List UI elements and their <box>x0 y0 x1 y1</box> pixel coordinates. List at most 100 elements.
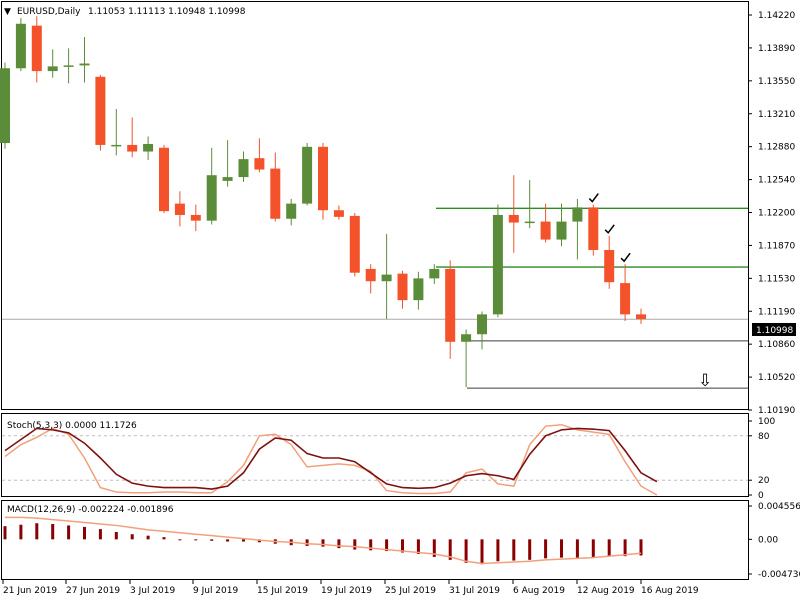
date-axis-label: 16 Aug 2019 <box>641 586 699 596</box>
macd-histogram-bar <box>194 539 198 541</box>
price-axis-label: 1.12880 <box>758 143 795 153</box>
chart-menu-triangle-icon[interactable]: ▼ <box>4 7 11 17</box>
macd-histogram-bar <box>162 537 166 540</box>
candle <box>349 213 360 277</box>
candle-body <box>349 215 360 273</box>
candle-body <box>397 273 408 301</box>
candle-body <box>254 158 265 170</box>
date-axis-label: 15 Jul 2019 <box>257 586 308 596</box>
macd-histogram-bar <box>480 539 484 565</box>
candle-body <box>461 334 472 342</box>
candle <box>318 143 328 220</box>
candle-body <box>270 168 281 219</box>
macd-histogram-bar <box>3 526 7 540</box>
ohlc-readout: 1.11053 1.11113 1.10948 1.10998 <box>88 7 246 17</box>
stoch-axis-label: 80 <box>758 432 770 442</box>
date-axis-label: 27 Jun 2019 <box>66 586 120 596</box>
macd-histogram-bar <box>385 539 389 552</box>
candle <box>31 16 42 83</box>
date-axis-label: 3 Jul 2019 <box>130 586 175 596</box>
candle <box>222 140 233 187</box>
macd-histogram-bar <box>305 539 309 546</box>
candle-body <box>286 203 297 219</box>
candle-body <box>206 175 217 221</box>
candle <box>365 264 376 294</box>
candle-body <box>333 210 344 217</box>
candlestick-series[interactable] <box>0 16 646 388</box>
macd-axis-label: 0.00 <box>758 535 778 545</box>
candle <box>174 191 185 227</box>
signal-markers <box>588 193 631 263</box>
macd-histogram-bar <box>146 535 150 540</box>
candle <box>111 108 122 156</box>
candle <box>190 204 201 232</box>
candle <box>429 264 440 285</box>
price-axis-label: 1.10190 <box>758 406 795 416</box>
macd-histogram-bar <box>512 539 516 561</box>
macd-histogram-bar <box>560 539 563 558</box>
candle-body <box>0 68 10 144</box>
macd-histogram-bar <box>353 539 357 550</box>
candle <box>381 233 392 320</box>
candle-body <box>79 63 90 66</box>
candle-body <box>572 207 583 222</box>
candle-body <box>31 25 42 72</box>
candle-body <box>143 143 154 152</box>
macd-histogram-bar <box>321 539 325 547</box>
candle-body <box>508 214 519 223</box>
candle <box>95 74 106 151</box>
candle <box>636 308 646 324</box>
price-axis-label: 1.10520 <box>758 373 795 383</box>
candle-body <box>174 203 185 215</box>
stochastic-oscillator <box>2 423 748 496</box>
macd-histogram-bar <box>130 534 134 540</box>
check-mark-icon <box>620 252 631 263</box>
price-axis-label: 1.11530 <box>758 274 795 284</box>
stoch-axis-label: 100 <box>758 417 775 427</box>
candle <box>445 260 456 359</box>
candle-body <box>429 268 440 279</box>
macd-histogram-bar <box>369 539 373 551</box>
macd-axis-label: 0.004556 <box>758 502 800 512</box>
macd-histogram-bar <box>623 539 627 557</box>
candle <box>604 235 615 289</box>
candle-body <box>365 268 376 282</box>
price-axis-label: 1.11190 <box>758 307 795 317</box>
check-mark-icon <box>604 224 615 234</box>
candle-body <box>413 278 424 301</box>
candle-body <box>302 146 313 204</box>
candle <box>206 147 217 225</box>
down-arrow-icon[interactable]: ⇩ <box>698 371 712 391</box>
macd-histogram-bar <box>607 539 611 557</box>
date-axis-label: 12 Aug 2019 <box>577 586 635 596</box>
candle-body <box>318 146 328 211</box>
candle-body <box>15 23 26 69</box>
macd-histogram-bar <box>35 523 39 540</box>
candle-body <box>63 65 74 67</box>
candle-body <box>445 268 456 342</box>
horizontal-levels[interactable] <box>2 207 748 389</box>
date-axis-label: 19 Jul 2019 <box>321 586 372 596</box>
macd-histogram-bar <box>591 539 595 557</box>
macd-histogram-bar <box>575 539 579 558</box>
macd-axis-label: -0.004736 <box>758 570 800 580</box>
candle-body <box>47 66 58 72</box>
macd-histogram-bar <box>226 539 230 542</box>
candle <box>0 62 10 149</box>
candle <box>63 48 74 84</box>
macd-histogram-bar <box>416 539 420 554</box>
macd-histogram-bar <box>67 525 71 540</box>
candle-body <box>524 221 535 224</box>
macd-histogram-bar <box>432 539 436 557</box>
candle <box>47 49 58 78</box>
date-axis-label: 31 Jul 2019 <box>449 586 500 596</box>
candle <box>127 117 138 158</box>
candle <box>540 203 551 243</box>
candle <box>254 138 265 173</box>
price-axis-label: 1.12540 <box>758 176 795 186</box>
macd-indicator <box>3 516 643 565</box>
price-panel-frame <box>1 1 749 410</box>
candle-body <box>492 214 503 315</box>
candle <box>397 270 408 309</box>
